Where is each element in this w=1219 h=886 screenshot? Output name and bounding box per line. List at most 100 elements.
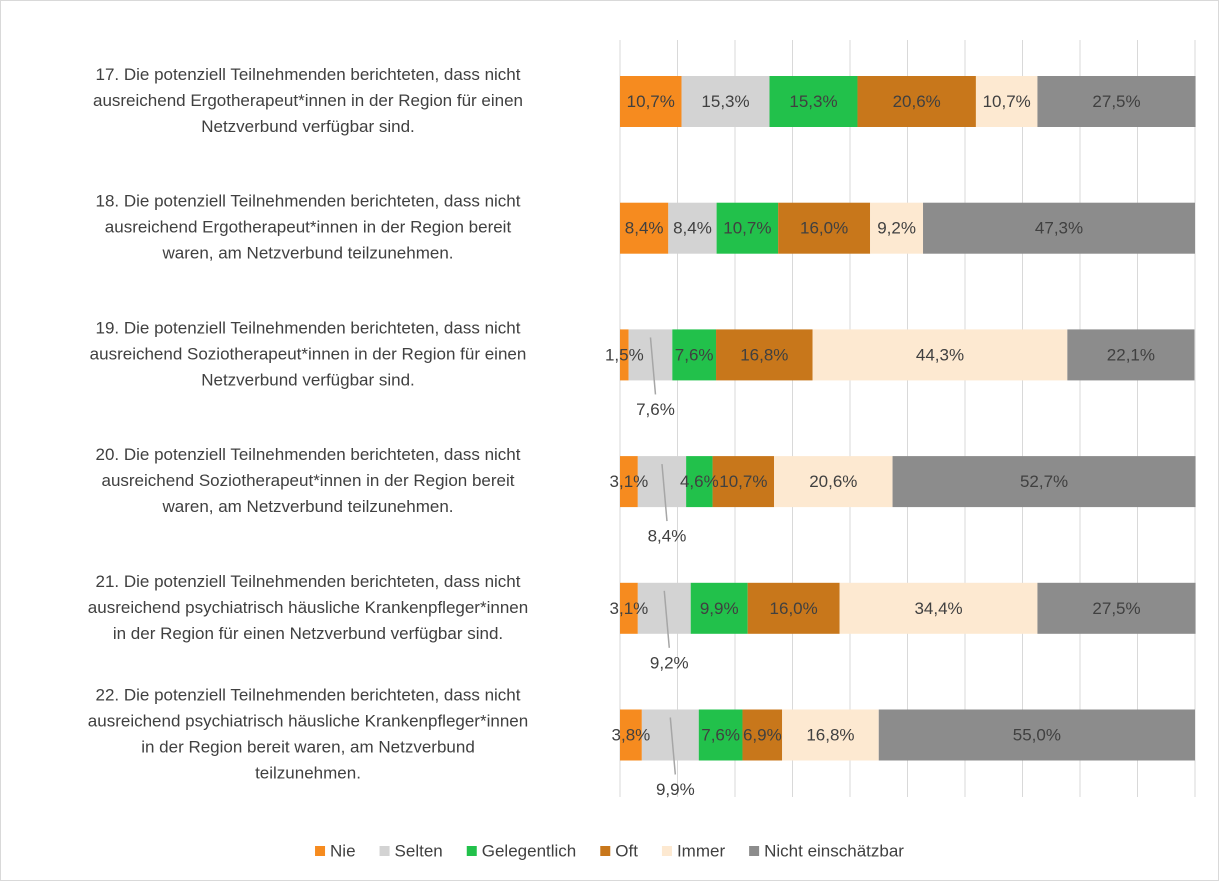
bar-segment <box>716 202 779 254</box>
value-label: 55,0% <box>1013 725 1061 744</box>
category-label: teilzunehmen. <box>255 763 361 782</box>
legend-label: Gelegentlich <box>482 841 577 860</box>
legend-label: Immer <box>677 841 726 860</box>
value-label: 16,8% <box>806 725 854 744</box>
bar-segment <box>641 709 699 761</box>
legend-swatch <box>466 846 477 856</box>
category-label: Netzverbund verfügbar sind. <box>201 117 415 136</box>
value-label: 8,4% <box>673 219 712 238</box>
value-label: 1,5% <box>605 345 644 364</box>
legend-swatch <box>379 846 390 856</box>
bar-segment <box>778 202 871 254</box>
value-label: 8,4% <box>625 219 664 238</box>
value-label: 10,7% <box>719 472 767 491</box>
value-label: 3,1% <box>610 599 649 618</box>
category-label: ausreichend psychiatrisch häusliche Kran… <box>88 711 528 730</box>
legend-label: Selten <box>395 841 443 860</box>
legend-label: Oft <box>615 841 638 860</box>
bar-segment <box>839 582 1038 634</box>
category-label: ausreichend Soziotherapeut*innen in der … <box>90 344 527 363</box>
bar-segment <box>923 202 1195 254</box>
category-label: 19. Die potenziell Teilnehmenden bericht… <box>96 318 521 337</box>
value-label: 15,3% <box>701 92 749 111</box>
category-label: waren, am Netzverbund teilzunehmen. <box>161 497 453 516</box>
value-label: 16,8% <box>740 345 788 364</box>
bar-segment <box>812 329 1068 381</box>
bar-segment <box>620 329 629 381</box>
value-label: 20,6% <box>809 472 857 491</box>
bar-segment <box>1037 582 1196 634</box>
category-label: in der Region bereit waren, am Netzverbu… <box>141 737 475 756</box>
category-label: in der Region für einen Netzverbund verf… <box>113 624 503 643</box>
value-label: 9,2% <box>877 219 916 238</box>
category-label: ausreichend Ergotherapeut*innen in der R… <box>93 91 523 110</box>
legend-label: Nicht einschätzbar <box>764 841 904 860</box>
value-label: 10,7% <box>627 92 675 111</box>
value-label: 20,6% <box>893 92 941 111</box>
value-label: 8,4% <box>648 527 687 546</box>
category-label: 21. Die potenziell Teilnehmenden bericht… <box>96 572 521 591</box>
value-label: 4,6% <box>680 472 719 491</box>
category-label: ausreichend Soziotherapeut*innen in der … <box>101 471 514 490</box>
value-label: 3,1% <box>610 472 649 491</box>
bar-segment <box>620 709 642 761</box>
category-label: ausreichend psychiatrisch häusliche Kran… <box>88 598 528 617</box>
bar-segment <box>698 709 743 761</box>
bar-segment <box>716 329 813 381</box>
bar-segment <box>1037 76 1196 127</box>
bar-segment <box>975 76 1038 127</box>
bar-segment <box>878 709 1195 761</box>
value-label: 27,5% <box>1092 92 1140 111</box>
bar-segment <box>681 76 770 127</box>
bar-segment <box>1067 329 1195 381</box>
leader-line <box>649 337 657 395</box>
value-label: 15,3% <box>789 92 837 111</box>
bar-segment <box>672 329 717 381</box>
bar-segment <box>712 456 775 508</box>
bar-segment <box>620 456 638 508</box>
bar-segment <box>620 202 669 254</box>
bar-segment <box>620 76 682 127</box>
leader-line <box>669 717 677 775</box>
bar-segment <box>742 709 783 761</box>
bar-segment <box>774 456 893 508</box>
leader-line <box>663 590 671 648</box>
value-label: 9,2% <box>650 653 689 672</box>
value-label: 7,6% <box>701 725 740 744</box>
value-label: 9,9% <box>656 780 695 799</box>
bar-segment <box>686 456 713 508</box>
legend-swatch <box>749 846 760 856</box>
value-label: 52,7% <box>1020 472 1068 491</box>
value-label: 27,5% <box>1092 599 1140 618</box>
bar-segment <box>782 709 879 761</box>
category-label: 17. Die potenziell Teilnehmenden bericht… <box>96 65 521 84</box>
value-label: 9,9% <box>700 599 739 618</box>
value-label: 3,8% <box>612 725 651 744</box>
value-label: 34,4% <box>914 599 962 618</box>
bar-segment <box>769 76 858 127</box>
category-label: 22. Die potenziell Teilnehmenden bericht… <box>96 685 521 704</box>
value-label: 7,6% <box>675 345 714 364</box>
value-label: 22,1% <box>1107 345 1155 364</box>
category-label: 18. Die potenziell Teilnehmenden bericht… <box>96 192 521 211</box>
value-label: 10,7% <box>983 92 1031 111</box>
value-label: 16,0% <box>800 219 848 238</box>
category-label: 20. Die potenziell Teilnehmenden bericht… <box>96 445 521 464</box>
legend-swatch <box>661 846 672 856</box>
bar-segment <box>892 456 1196 508</box>
bar-segment <box>747 582 840 634</box>
category-label: ausreichend Ergotherapeut*innen in der R… <box>105 218 512 237</box>
value-label: 10,7% <box>723 219 771 238</box>
legend-swatch <box>600 846 611 856</box>
category-label: waren, am Netzverbund teilzunehmen. <box>161 244 453 263</box>
bar-segment <box>870 202 924 254</box>
category-label: Netzverbund verfügbar sind. <box>201 370 415 389</box>
value-label: 16,0% <box>770 599 818 618</box>
bar-segment <box>620 582 638 634</box>
leader-line <box>661 464 668 522</box>
value-label: 6,9% <box>743 725 782 744</box>
bar-segment <box>690 582 748 634</box>
legend-label: Nie <box>330 841 356 860</box>
value-label: 47,3% <box>1035 219 1083 238</box>
